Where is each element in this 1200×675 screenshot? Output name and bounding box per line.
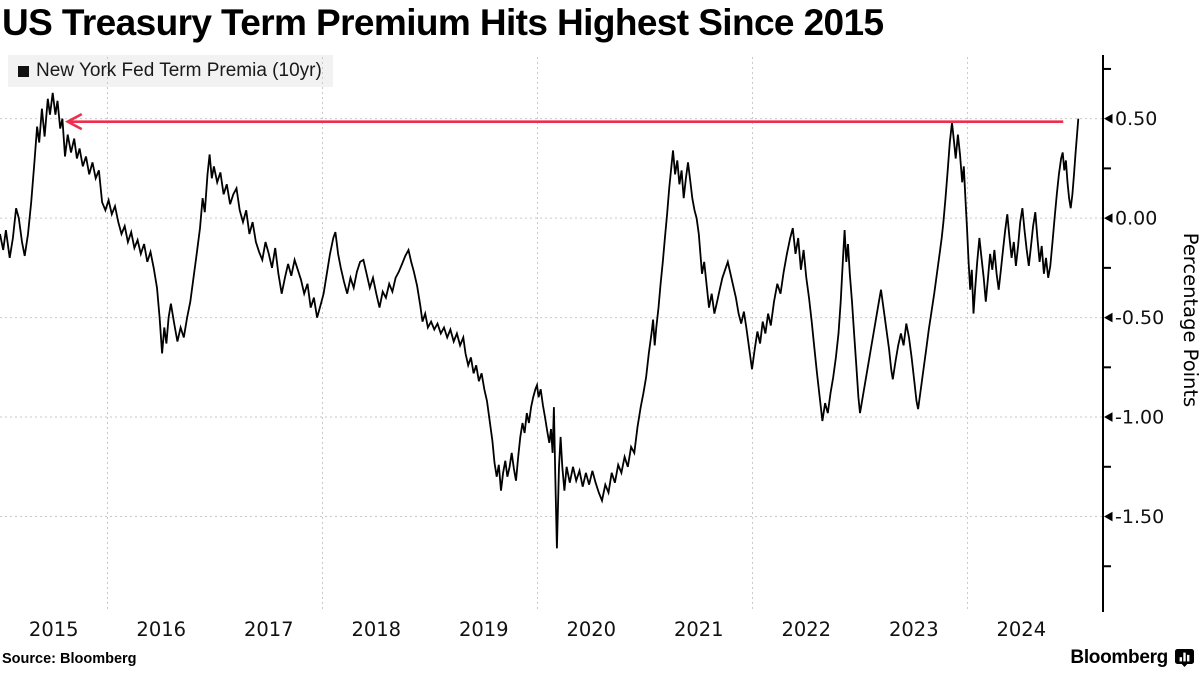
y-axis-major-tick-arrow — [1104, 412, 1113, 422]
x-tick-label: 2015 — [29, 618, 79, 641]
y-tick-label: 0.00 — [1115, 208, 1157, 230]
y-axis-major-tick-arrow — [1104, 312, 1113, 323]
brand-wordmark: Bloomberg — [1070, 647, 1168, 668]
y-tick-label: -1.50 — [1115, 506, 1164, 528]
brand-logo: Bloomberg — [1070, 647, 1194, 669]
y-tick-label: -1.00 — [1115, 407, 1164, 429]
series-line — [0, 92, 1080, 549]
x-tick-label: 2022 — [781, 618, 831, 641]
source-attribution: Source: Bloomberg — [2, 651, 137, 667]
x-tick-label: 2016 — [136, 618, 186, 641]
annotation-arrow-head — [64, 113, 83, 131]
x-tick-label: 2024 — [996, 618, 1046, 641]
legend-swatch-icon — [18, 65, 29, 77]
x-tick-label: 2020 — [566, 618, 616, 641]
x-tick-label: 2019 — [459, 618, 509, 641]
y-axis-major-tick-arrow — [1104, 113, 1113, 124]
legend-label: New York Fed Term Premia (10yr) — [36, 60, 322, 81]
bloomberg-terminal-icon — [1175, 649, 1194, 667]
y-tick-label: -0.50 — [1115, 307, 1164, 329]
y-axis-major-tick-arrow — [1104, 213, 1113, 223]
x-tick-label: 2017 — [244, 618, 294, 641]
y-axis-major-tick-arrow — [1104, 511, 1113, 522]
legend: New York Fed Term Premia (10yr) — [8, 55, 333, 87]
x-tick-label: 2021 — [674, 618, 724, 641]
x-tick-label: 2018 — [351, 618, 401, 641]
x-tick-label: 2023 — [889, 618, 939, 641]
y-axis-title: Percentage Points — [1179, 233, 1200, 407]
y-tick-label: 0.50 — [1115, 108, 1157, 130]
chart-title: US Treasury Term Premium Hits Highest Si… — [2, 2, 884, 43]
